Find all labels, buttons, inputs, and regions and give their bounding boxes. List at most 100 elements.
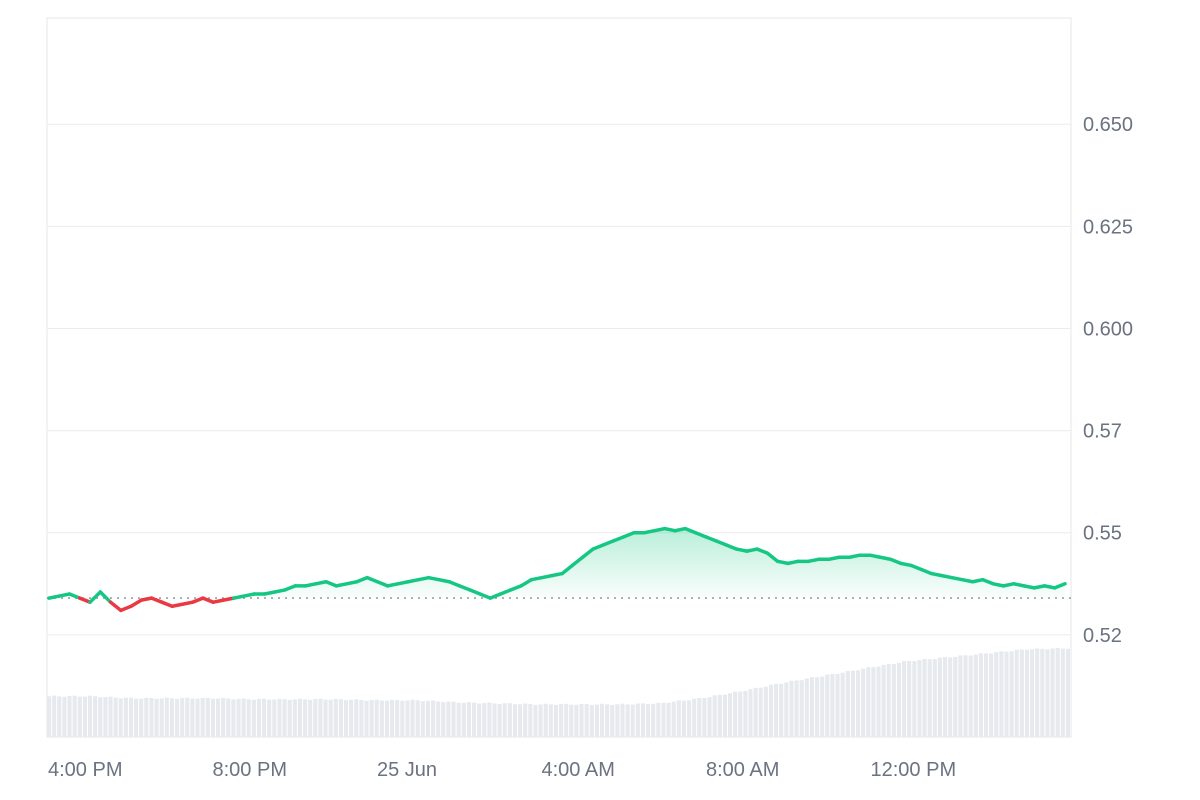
volume-bar	[354, 699, 359, 737]
volume-bar	[175, 698, 180, 737]
price-line-segment	[765, 551, 780, 564]
volume-bar	[338, 699, 343, 737]
price-line-segment	[375, 580, 390, 588]
price-line-segment	[129, 598, 144, 609]
volume-bar	[651, 703, 656, 737]
volume-bar	[241, 698, 246, 737]
volume-bar	[1055, 647, 1060, 737]
volume-bar	[794, 680, 799, 737]
volume-bar	[948, 657, 953, 737]
volume-bar	[1024, 649, 1030, 737]
price-line-segment	[457, 584, 472, 592]
volume-bar	[779, 683, 784, 737]
volume-bar	[958, 655, 963, 737]
volume-bar	[953, 656, 958, 737]
price-line-segment	[570, 555, 585, 568]
volume-bar	[1040, 648, 1045, 737]
price-line-segment	[478, 592, 493, 600]
volume-bar	[103, 697, 108, 737]
volume-bar	[738, 691, 743, 737]
volume-bar	[937, 657, 942, 737]
volume-bar	[548, 704, 553, 737]
volume-bar	[640, 703, 646, 737]
volume-bar	[169, 698, 174, 737]
volume-bar	[840, 672, 845, 737]
volume-bar	[702, 698, 707, 737]
volume-bar	[630, 704, 635, 737]
volume-bar	[666, 702, 671, 737]
y-axis-ticks: 0.650 0.625 0.600 0.57 0.55 0.52	[1083, 114, 1133, 647]
volume-bar	[815, 677, 820, 737]
volume-bar	[1050, 648, 1055, 737]
volume-bar	[922, 658, 927, 737]
volume-bar	[287, 699, 292, 737]
volume-bar	[308, 699, 313, 737]
volume-bar	[205, 697, 210, 737]
volume-bar	[789, 680, 794, 737]
volume-bar	[861, 668, 866, 737]
volume-bar	[989, 653, 994, 737]
volume-bar	[518, 704, 523, 737]
volume-bar	[866, 667, 871, 737]
volume-bar	[661, 702, 666, 737]
volume-bar	[584, 704, 589, 737]
y-tick-label: 0.52	[1083, 625, 1122, 647]
volume-bar	[855, 670, 861, 737]
volume-bar	[134, 698, 139, 737]
volume-bar	[963, 655, 968, 737]
volume-bar	[927, 659, 932, 737]
volume-bar	[282, 699, 287, 737]
volume-bar	[144, 697, 149, 737]
volume-bar	[303, 699, 308, 737]
price-area	[49, 528, 1065, 599]
volume-bar	[497, 703, 502, 737]
volume-bar	[753, 687, 758, 737]
price-line-segment	[78, 596, 92, 604]
price-line-segment	[509, 584, 523, 592]
price-line-segment	[714, 539, 729, 547]
price-line-segment	[693, 530, 708, 539]
volume-bar	[87, 695, 93, 737]
volume-bar	[646, 704, 651, 737]
price-line-segment	[88, 590, 103, 604]
price-line-segment	[888, 557, 903, 566]
volume-bar	[774, 683, 779, 737]
volume-bar	[47, 696, 52, 737]
volume-bar	[528, 703, 533, 737]
price-line-segment	[98, 590, 113, 604]
volume-bar	[77, 696, 82, 737]
volume-bar	[722, 694, 727, 737]
volume-bar	[256, 698, 262, 737]
volume-bar	[671, 701, 676, 737]
x-tick-label: 8:00 AM	[706, 759, 779, 781]
volume-bar	[200, 697, 205, 737]
volume-bar	[154, 698, 159, 737]
volume-bar	[57, 696, 62, 737]
volume-bar	[932, 659, 937, 737]
volume-bar	[830, 673, 835, 737]
volume-bar	[415, 700, 420, 737]
price-line-segment	[447, 580, 462, 588]
volume-bar	[902, 661, 907, 737]
volume-bar	[405, 700, 410, 737]
volume-bar	[323, 699, 328, 737]
volume-bar	[538, 704, 543, 737]
volume-bar	[717, 694, 722, 737]
volume-bar	[1035, 648, 1040, 737]
volume-bar	[98, 697, 103, 737]
volume-bar	[492, 703, 497, 737]
y-tick-label: 0.57	[1083, 421, 1122, 443]
volume-bar	[533, 704, 538, 737]
volume-bar	[62, 696, 67, 737]
volume-bar	[891, 663, 896, 737]
volume-bar	[395, 699, 400, 737]
volume-bar	[262, 698, 267, 737]
price-line-segment	[119, 604, 133, 613]
volume-bar	[93, 696, 98, 737]
volume-bar	[707, 697, 712, 737]
price-line-segment	[919, 567, 934, 576]
volume-bar	[466, 702, 471, 737]
y-tick-label: 0.55	[1083, 523, 1122, 545]
volume-bar	[559, 704, 564, 737]
volume-bar	[1019, 649, 1024, 737]
